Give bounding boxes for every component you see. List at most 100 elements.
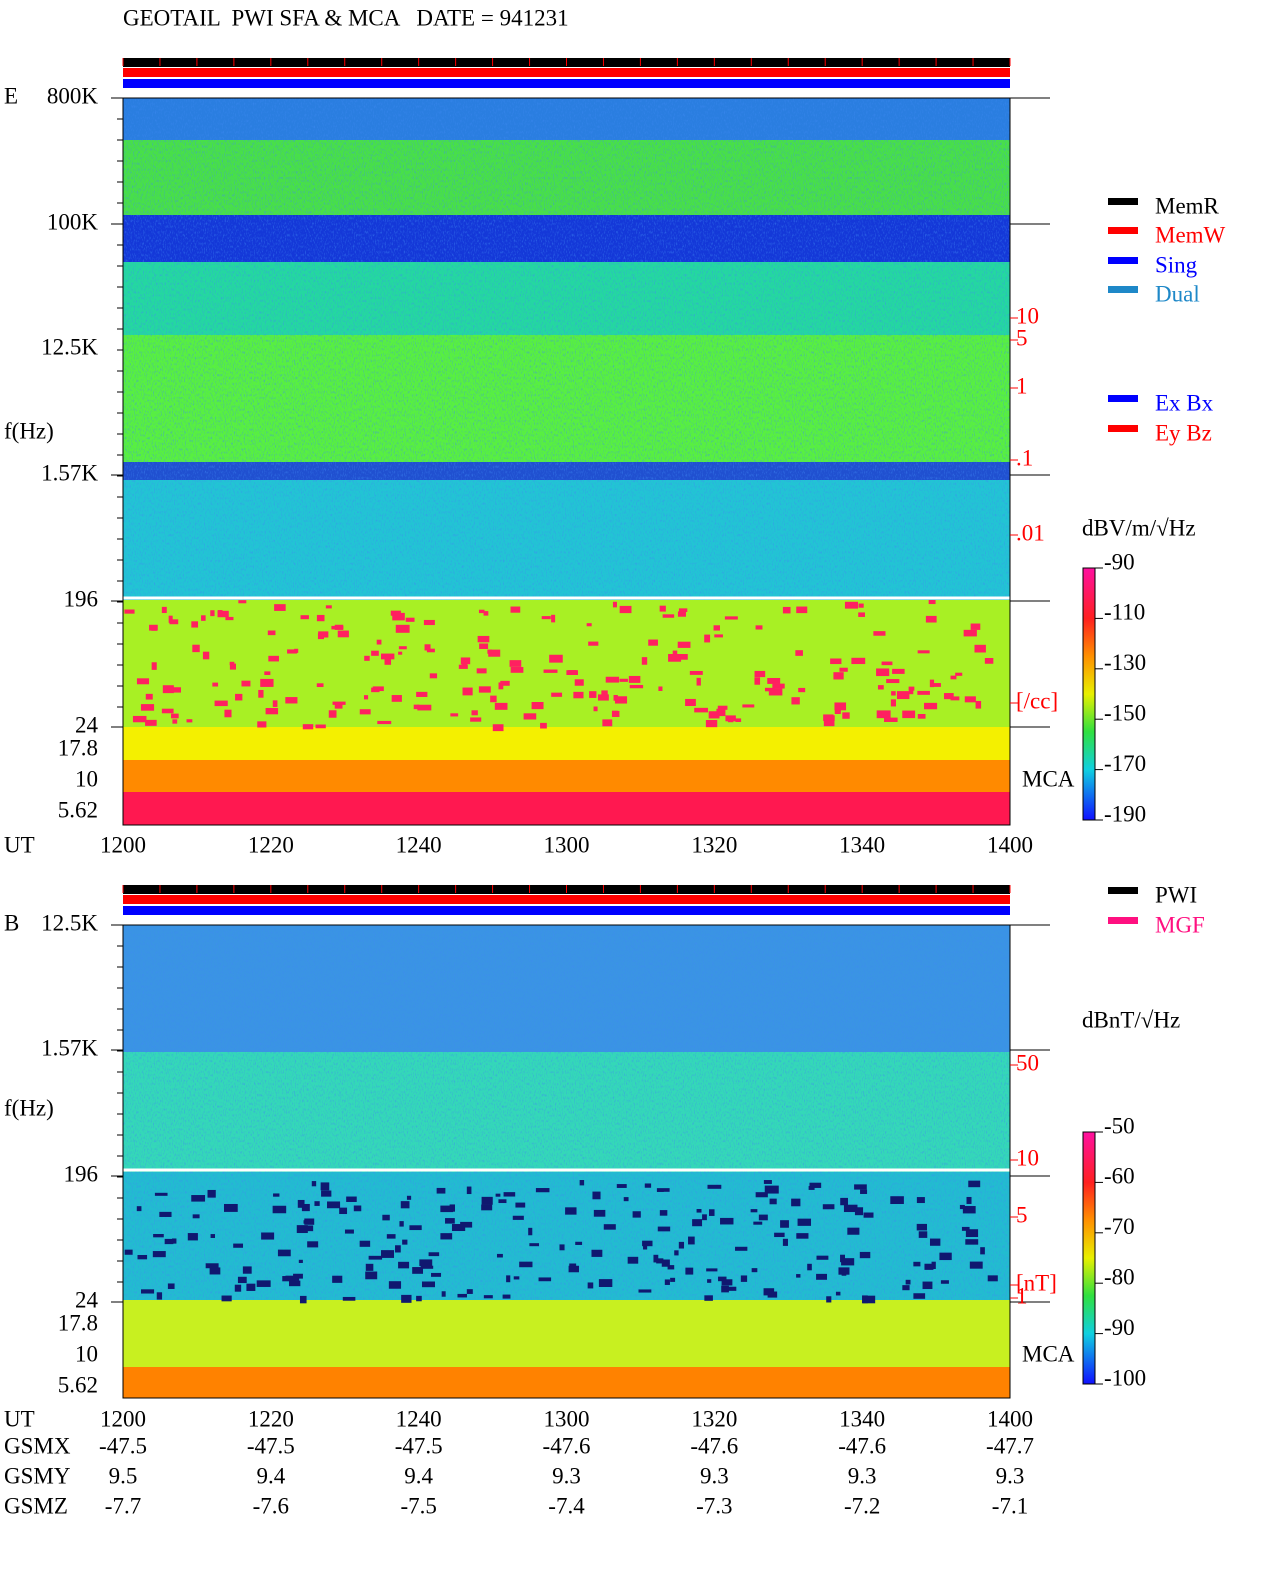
spectrogram-speck — [659, 605, 666, 612]
spectrogram-speck — [863, 1212, 874, 1218]
spectrogram-speck — [272, 700, 278, 707]
spectrogram-speck — [235, 693, 243, 701]
colorbar-unit: dBV/m/√Hz — [1082, 515, 1196, 540]
spectrogram-speck — [168, 615, 173, 623]
spectrogram-speck — [457, 1293, 467, 1298]
spectrogram-speck — [363, 695, 369, 700]
spectrogram-speck — [823, 720, 835, 727]
density-label: [/cc] — [1016, 688, 1058, 713]
panel-label: B — [4, 910, 19, 935]
spectrogram-speck — [593, 706, 598, 712]
spectrogram-speck — [334, 624, 344, 630]
legend-swatch — [1108, 917, 1138, 924]
spectrogram-speck — [764, 1185, 779, 1194]
freq-axis-label: f(Hz) — [4, 1095, 54, 1120]
spectrogram-speck — [891, 691, 896, 696]
spectrogram-speck — [436, 1187, 446, 1194]
freq-label: 5.62 — [58, 797, 98, 822]
spectrogram-speck — [303, 1225, 314, 1232]
spectrogram-speck — [851, 657, 866, 665]
colorbar-tick-label: -90 — [1104, 1315, 1135, 1340]
legend-swatch — [1108, 887, 1138, 894]
spectrogram-speck — [964, 696, 976, 703]
spectrogram-speck — [420, 1265, 434, 1269]
spectrogram-speck — [287, 649, 297, 654]
orbit-value: 9.5 — [109, 1463, 138, 1488]
spectrogram-speck — [441, 1291, 446, 1297]
spectrogram-speck — [965, 1229, 979, 1238]
spectrogram-speck — [876, 710, 891, 719]
spectrogram-speck — [529, 1243, 540, 1247]
spectrogram-speck — [968, 1180, 981, 1188]
spectrogram-speck — [742, 704, 755, 708]
density-label: [nT] — [1016, 1270, 1057, 1295]
spectrogram-speck — [657, 1226, 671, 1232]
spectrogram-speck — [796, 1274, 801, 1278]
spectrogram-speck — [365, 1263, 374, 1271]
spectrogram-speck — [873, 631, 886, 636]
spectrogram-speck — [535, 1188, 550, 1193]
legend-swatch — [1108, 227, 1138, 234]
spectrogram-speck — [886, 679, 900, 684]
spectrogram-speck — [523, 713, 537, 720]
spectrogram-speck — [300, 615, 309, 620]
plot-frame — [122, 924, 1011, 1399]
spectrogram-speck — [301, 1203, 310, 1212]
spectrogram-speck — [156, 1292, 163, 1300]
spectrogram-speck — [346, 1196, 357, 1202]
legend-entry: MGF — [1155, 912, 1205, 937]
spectrogram-speck — [321, 1190, 332, 1197]
spectrogram-speck — [528, 1227, 533, 1236]
spectrogram-speck — [717, 705, 728, 710]
spectrogram-speck — [315, 724, 326, 729]
spectrogram-speck — [272, 1205, 287, 1214]
spectrogram-speck — [913, 1261, 921, 1267]
spectrogram-speck — [839, 667, 848, 672]
freq-label: 1.57K — [41, 1035, 98, 1060]
spectrogram-speck — [664, 1279, 670, 1285]
spectrogram-speck — [653, 1254, 659, 1263]
spectrogram-speck — [918, 1231, 928, 1238]
spectrogram-speck — [913, 1293, 926, 1299]
spectrogram-speck — [495, 1193, 501, 1197]
spectrogram-speck — [917, 690, 930, 695]
spectrogram-speck — [461, 661, 468, 667]
spectrogram-speck — [210, 610, 215, 617]
spectrogram-speck — [769, 1198, 777, 1205]
spectrogram-speck — [167, 1283, 175, 1289]
spectrogram-speck — [943, 693, 954, 700]
spectrogram-speck — [229, 661, 235, 666]
spectrogram-speck — [791, 697, 800, 705]
spectrogram-speck — [724, 616, 738, 620]
spectrogram-speck — [401, 1294, 412, 1303]
spectrogram-speck — [588, 641, 599, 646]
spectrogram-speck — [704, 1295, 713, 1301]
spectrogram-speck — [614, 696, 628, 704]
spectrogram-speck — [314, 1201, 320, 1206]
spectrogram-speck — [510, 666, 524, 673]
spectrogram-speck — [406, 1195, 412, 1200]
spectrogram-speck — [233, 1243, 244, 1248]
orbit-value: -47.5 — [247, 1433, 295, 1458]
spectrogram-speck — [659, 1210, 668, 1216]
spectrogram-speck — [774, 1232, 785, 1238]
legend-entry: Sing — [1155, 252, 1198, 277]
spectrogram-speck — [641, 657, 648, 665]
spectrogram-speck — [965, 1239, 979, 1245]
spectrogram-speck — [405, 617, 415, 622]
spectrogram-speck — [417, 704, 432, 711]
spectrogram-speck — [223, 1203, 238, 1212]
spectrogram-speck — [246, 1283, 256, 1291]
spectrogram-speck — [241, 680, 251, 687]
spectrogram-speck — [371, 687, 380, 693]
spectrogram-speck — [543, 669, 558, 673]
spectrogram-speck — [658, 686, 663, 691]
spectrogram-band — [123, 600, 1010, 727]
spectrogram-speck — [325, 605, 332, 609]
orbit-value: -47.5 — [99, 1433, 147, 1458]
spectrogram-speck — [424, 644, 431, 651]
colorbar-tick-label: -90 — [1104, 549, 1135, 574]
spectrogram-speck — [256, 1280, 271, 1287]
spectrogram-speck — [398, 651, 403, 655]
